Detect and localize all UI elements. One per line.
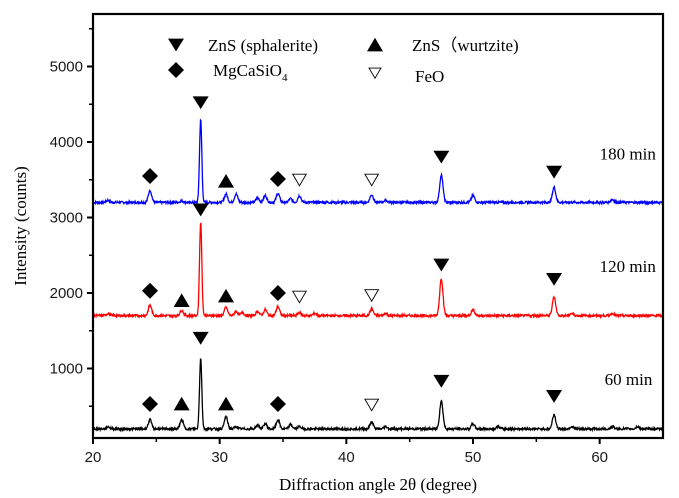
mgcasio4-marker-icon (142, 395, 158, 412)
series-layer (92, 118, 664, 433)
feo-marker-icon (364, 173, 380, 187)
ticks-layer: 20 30 40 50 60 1000 2000 3000 4000 5000 (50, 28, 608, 466)
sphalerite-marker-icon (192, 331, 209, 345)
x-tick-label: 50 (465, 449, 482, 466)
legend-label: ZnS（wurtzite) (412, 36, 519, 55)
y-axis-title: Intensity (counts) (11, 166, 30, 285)
sphalerite-marker-icon (433, 150, 450, 164)
y-tick-label: 5000 (50, 59, 83, 76)
legend-subscript: 4 (282, 72, 288, 84)
series-label: 120 min (600, 257, 657, 276)
wurtzite-marker-icon (218, 288, 234, 303)
feo-marker-icon (291, 173, 308, 187)
sphalerite-marker-icon (433, 374, 450, 388)
legend: ZnS (sphalerite) ZnS（wurtzite) MgCaSiO4 FeO (168, 36, 519, 86)
feo-marker-icon (364, 398, 380, 412)
series-label: 60 min (605, 370, 653, 389)
mgcasio4-marker-icon (142, 167, 158, 184)
x-axis-title: Diffraction angle 2θ (degree) (279, 475, 477, 494)
y-tick-label: 3000 (50, 210, 83, 227)
wurtzite-marker-icon (218, 396, 234, 411)
sphalerite-marker-icon (192, 96, 209, 110)
legend-label: MgCaSiO4 (213, 61, 288, 84)
feo-marker-icon (364, 289, 380, 303)
legend-item: FeO (368, 67, 444, 86)
wurtzite-marker-icon (367, 37, 383, 52)
series-line-120-min (92, 222, 664, 320)
y-tick-label: 1000 (50, 361, 83, 378)
x-tick-label: 40 (338, 449, 355, 466)
sphalerite-marker-icon (546, 165, 563, 179)
legend-item: ZnS（wurtzite) (367, 36, 519, 55)
wurtzite-marker-icon (218, 174, 234, 188)
feo-marker-icon (291, 290, 308, 304)
sphalerite-marker-icon (192, 203, 209, 217)
legend-item: MgCaSiO4 (168, 61, 288, 84)
y-tick-label: 2000 (50, 285, 83, 302)
plot-frame (91, 12, 665, 440)
x-tick-label: 60 (591, 449, 608, 466)
sphalerite-marker-icon (546, 273, 563, 286)
series-line-180-min (92, 118, 664, 206)
series-label: 180 min (600, 144, 657, 163)
wurtzite-marker-icon (173, 293, 190, 307)
mgcasio4-marker-icon (269, 285, 286, 301)
feo-marker-icon (368, 67, 382, 80)
x-tick-label: 20 (85, 449, 102, 466)
mgcasio4-marker-icon (168, 62, 184, 78)
sphalerite-marker-icon (433, 258, 450, 272)
y-tick-label: 4000 (50, 134, 83, 151)
mgcasio4-marker-icon (269, 170, 286, 187)
legend-label: FeO (415, 67, 444, 86)
legend-item: ZnS (sphalerite) (168, 36, 318, 55)
series-line-60-min (92, 358, 664, 433)
mgcasio4-marker-icon (269, 395, 286, 412)
x-tick-label: 30 (211, 449, 228, 466)
series-labels: 180 min 120 min 60 min (600, 144, 657, 389)
sphalerite-marker-icon (168, 38, 184, 52)
legend-label: ZnS (sphalerite) (208, 36, 318, 55)
marker-layer (142, 96, 563, 412)
wurtzite-marker-icon (173, 396, 190, 411)
mgcasio4-marker-icon (142, 282, 158, 299)
sphalerite-marker-icon (546, 390, 563, 403)
